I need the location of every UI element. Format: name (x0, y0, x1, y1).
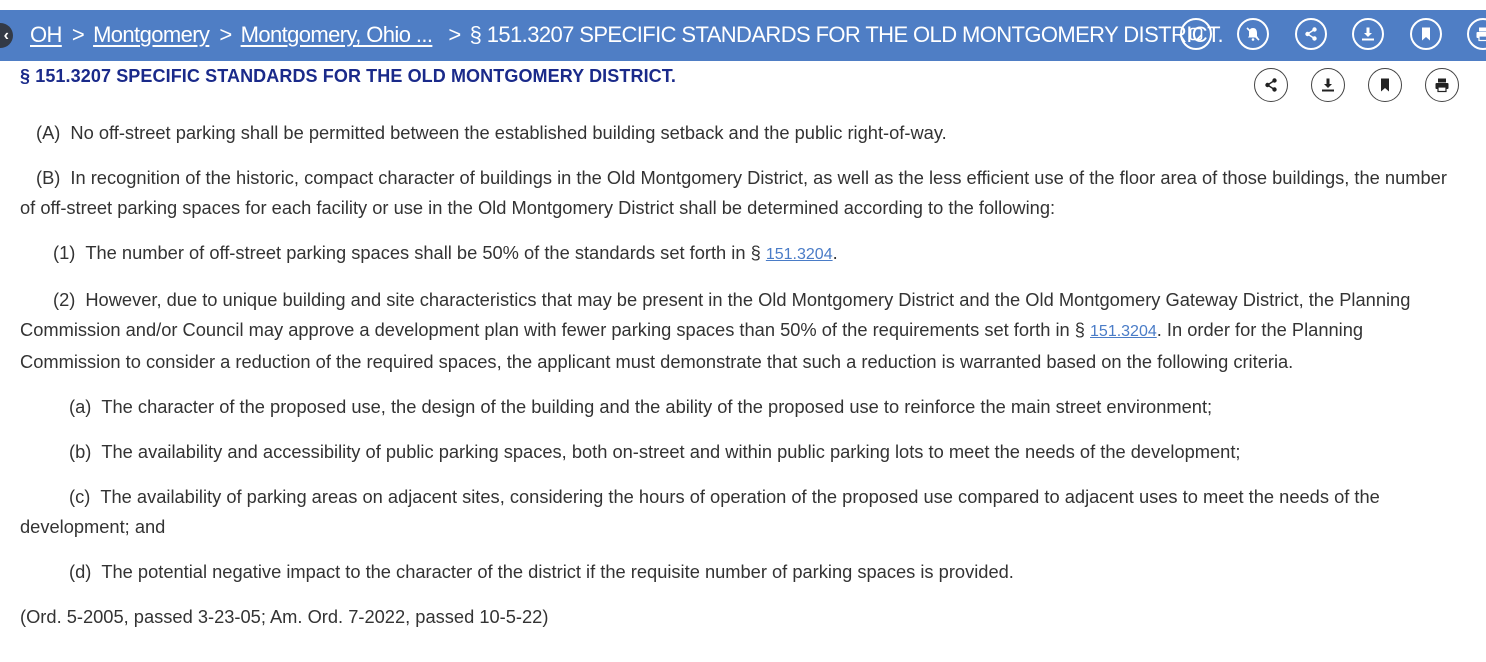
paragraph-b-2: (2) However, due to unique building and s… (20, 285, 1466, 377)
paragraph-text: The potential negative impact to the cha… (101, 561, 1014, 582)
paragraph-label: (2) (53, 289, 76, 310)
share-icon[interactable] (1254, 68, 1288, 102)
paragraph-text: However, due to unique building and site… (20, 289, 1411, 340)
download-icon[interactable] (1311, 68, 1345, 102)
paragraph-b-1: (1) The number of off-street parking spac… (20, 238, 1466, 270)
breadcrumb-current: § 151.3207 SPECIFIC STANDARDS FOR THE OL… (469, 22, 1224, 47)
download-icon[interactable] (1352, 18, 1384, 50)
breadcrumb-link-montgomery[interactable]: Montgomery (93, 22, 210, 47)
paragraph-label: (1) (53, 242, 76, 263)
section-body: (A) No off-street parking shall be permit… (20, 118, 1466, 647)
paragraph-label: (B) (36, 167, 61, 188)
paragraph-label: (b) (69, 441, 92, 462)
paragraph-text: The character of the proposed use, the d… (101, 396, 1213, 417)
share-icon[interactable] (1295, 18, 1327, 50)
print-icon[interactable] (1467, 18, 1486, 50)
section-link-151-3204[interactable]: 151.3204 (765, 246, 833, 263)
paragraph-b-2-b: (b) The availability and accessibility of… (20, 437, 1466, 467)
paragraph-text: . (832, 242, 838, 263)
breadcrumb-separator: > (71, 22, 85, 47)
print-icon[interactable] (1425, 68, 1459, 102)
bookmark-icon[interactable] (1368, 68, 1402, 102)
bell-off-icon[interactable] (1237, 18, 1269, 50)
paragraph-text: The availability of parking areas on adj… (20, 486, 1380, 537)
paragraph-text: The availability and accessibility of pu… (101, 441, 1241, 462)
paragraph-text: The number of off-street parking spaces … (85, 242, 766, 263)
section-title: § 151.3207 SPECIFIC STANDARDS FOR THE OL… (20, 66, 676, 86)
paragraph-b-2-c: (c) The availability of parking areas on … (20, 482, 1466, 542)
back-chevron-icon[interactable]: ‹ (0, 23, 13, 48)
notes-icon[interactable] (1180, 18, 1212, 50)
paragraph-text: No off-street parking shall be permitted… (70, 122, 947, 143)
paragraph-text: . In order for the Planning Commission t… (20, 319, 1364, 372)
breadcrumb-bar: ‹ OH > Montgomery > Montgomery, Ohio ... > § 1… (0, 10, 1486, 61)
paragraph-b: (B) In recognition of the historic, compa… (20, 163, 1466, 223)
breadcrumb-link-montgomery-ohio[interactable]: Montgomery, Ohio ... (240, 22, 433, 47)
paragraph-b-2-d: (d) The potential negative impact to the … (20, 557, 1466, 587)
breadcrumb-separator: > (448, 22, 461, 47)
breadcrumb-link-oh[interactable]: OH (30, 22, 62, 47)
bookmark-icon[interactable] (1410, 18, 1442, 50)
paragraph-a: (A) No off-street parking shall be permit… (20, 118, 1466, 148)
paragraph-b-2-a: (a) The character of the proposed use, th… (20, 392, 1466, 422)
breadcrumb-separator: > (219, 22, 232, 47)
section-link-151-3204[interactable]: 151.3204 (1090, 323, 1157, 340)
paragraph-label: (A) (36, 122, 61, 143)
paragraph-label: (a) (69, 396, 92, 417)
paragraph-label: (d) (69, 561, 92, 582)
history-note: (Ord. 5-2005, passed 3-23-05; Am. Ord. 7… (20, 606, 549, 627)
paragraph-label: (c) (69, 486, 91, 507)
paragraph-text: In recognition of the historic, compact … (20, 167, 1447, 218)
breadcrumb: OH > Montgomery > Montgomery, Ohio ... > § 151… (30, 22, 1224, 48)
